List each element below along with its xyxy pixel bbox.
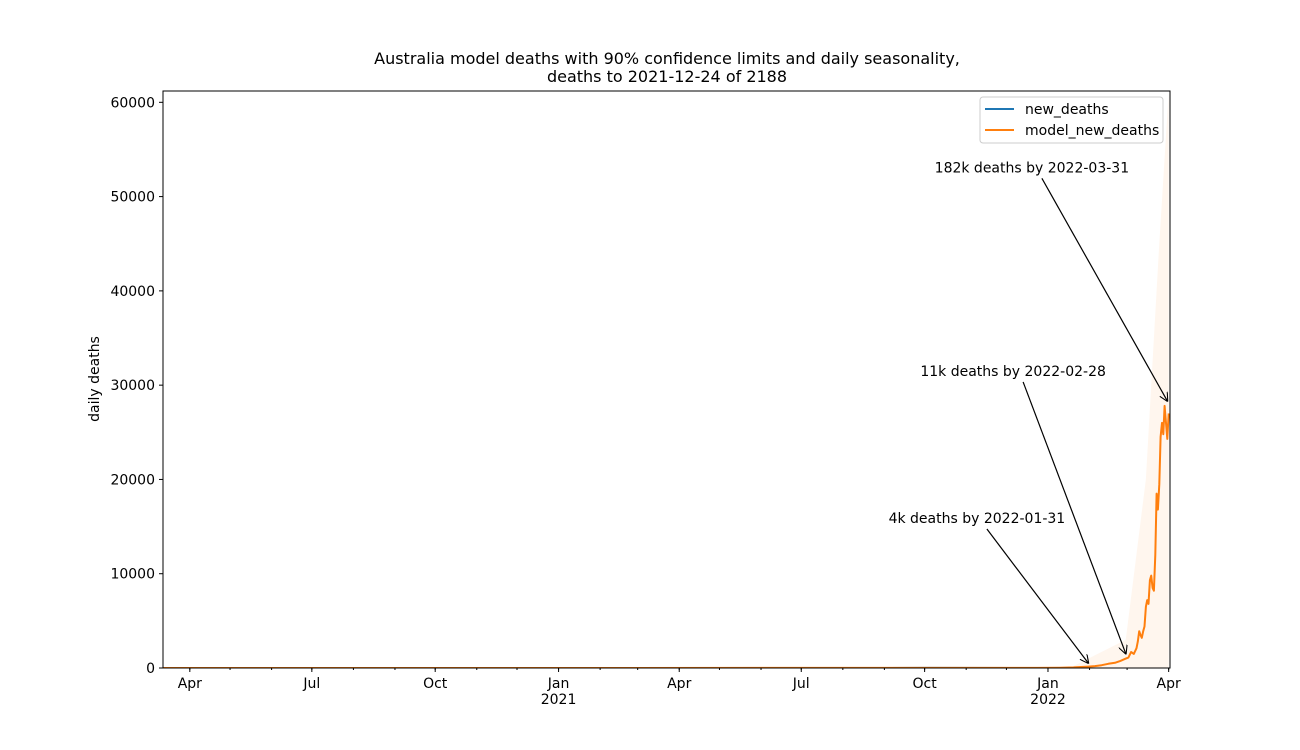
annotation-arrow <box>986 528 1088 663</box>
annotation-label: 182k deaths by 2022-03-31 <box>935 160 1129 176</box>
annotation-arrow <box>1022 381 1126 654</box>
y-axis-label: daily deaths <box>87 336 103 422</box>
x-tick-label: Oct <box>913 676 938 692</box>
legend-label: new_deaths <box>1025 102 1109 118</box>
series-model-new-deaths <box>163 404 1170 668</box>
x-tick-label: Jul <box>792 676 810 692</box>
annotation-label: 4k deaths by 2022-01-31 <box>889 511 1066 527</box>
x-tick-label: Jul <box>302 676 320 692</box>
annotation-label: 11k deaths by 2022-02-28 <box>920 364 1106 380</box>
y-tick-label: 30000 <box>110 378 155 394</box>
y-tick-label: 10000 <box>110 567 155 583</box>
legend: new_deaths model_new_deaths <box>979 96 1164 144</box>
x-tick-label: Apr <box>178 676 202 692</box>
y-tick-label: 0 <box>146 661 155 677</box>
y-tick-label: 20000 <box>110 472 155 488</box>
y-tick-label: 40000 <box>110 284 155 300</box>
x-tick-year-label: 2021 <box>541 692 577 708</box>
x-tick-label: Jan <box>547 676 570 692</box>
y-tick-label: 60000 <box>110 95 155 111</box>
x-tick-label: Apr <box>667 676 691 692</box>
annotation-arrow <box>1041 178 1167 401</box>
plot-area: 0 10000 20000 30000 40000 50000 60000 Apr Jul Oct… <box>110 92 1181 708</box>
confidence-band <box>1073 92 1169 668</box>
x-tick-year-label: 2022 <box>1030 692 1066 708</box>
x-tick-label: Oct <box>423 676 448 692</box>
legend-label: model_new_deaths <box>1025 123 1159 139</box>
x-tick-label: Jan <box>1036 676 1059 692</box>
x-tick-label: Apr <box>1157 676 1181 692</box>
y-tick-label: 50000 <box>110 190 155 206</box>
chart-title-line1: Australia model deaths with 90% confiden… <box>374 49 960 68</box>
axes-frame <box>162 90 1171 669</box>
legend-box <box>979 96 1164 144</box>
chart-title-line2: deaths to 2021-12-24 of 2188 <box>547 67 787 86</box>
